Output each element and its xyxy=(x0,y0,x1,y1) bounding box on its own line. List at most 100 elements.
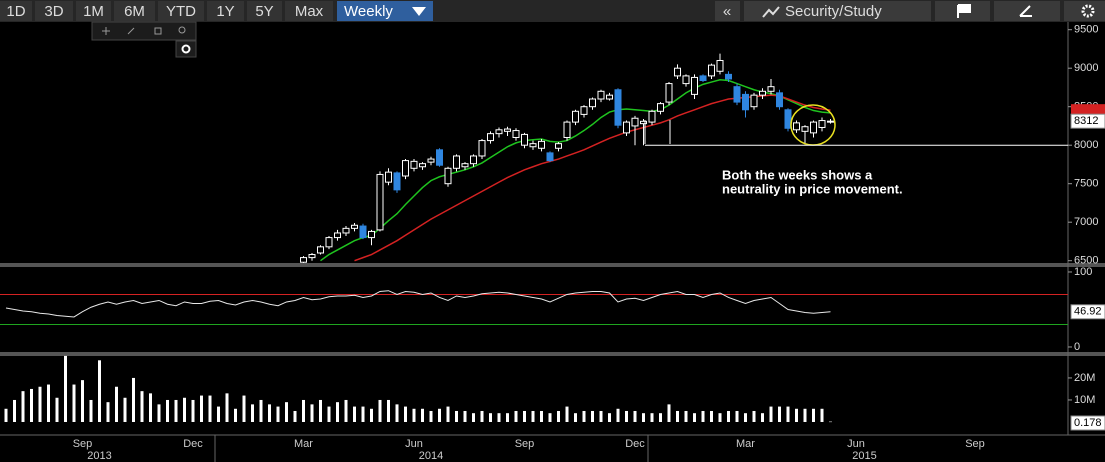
volume-bar xyxy=(608,413,611,422)
range-button[interactable] xyxy=(0,1,32,21)
y-tick-label: 9500 xyxy=(1074,24,1098,36)
candle-body xyxy=(614,89,622,126)
candle-body xyxy=(385,171,392,183)
volume-bar xyxy=(710,410,713,422)
volume-bar xyxy=(81,380,84,422)
candle-body xyxy=(419,163,426,168)
volume-bar xyxy=(4,408,8,422)
x-tick-label: Sep xyxy=(73,438,93,450)
candle-body xyxy=(716,59,724,72)
settings-icon xyxy=(1081,4,1095,18)
y-tick-label: 100 xyxy=(1074,266,1092,278)
last-price-box xyxy=(1070,113,1105,129)
y-tick-label: 9000 xyxy=(1074,62,1098,74)
candle-body xyxy=(733,86,741,103)
volume-bar xyxy=(463,410,467,422)
year-label: 2015 xyxy=(852,450,876,462)
volume-bar xyxy=(395,404,399,422)
edit-button[interactable] xyxy=(994,1,1060,21)
year-label: 2013 xyxy=(87,450,111,462)
panel-separator xyxy=(0,263,1105,267)
range-button[interactable] xyxy=(158,1,204,21)
range-label: 1M xyxy=(83,3,104,20)
volume-bar xyxy=(676,410,679,422)
annotation: Both the weeks shows a xyxy=(722,167,873,182)
candle-body xyxy=(801,126,809,132)
candle-body xyxy=(529,143,537,148)
volume-bar xyxy=(421,408,424,422)
volume-bar xyxy=(531,410,535,422)
candle-body xyxy=(699,75,707,82)
x-tick-label: Jun xyxy=(405,438,423,450)
volume-bar xyxy=(761,413,764,422)
range-label: 1Y xyxy=(216,3,234,20)
volume-bar xyxy=(166,399,169,422)
y-tick-label: 6500 xyxy=(1074,255,1098,267)
volume-bar xyxy=(106,402,110,422)
candle-body xyxy=(725,73,732,80)
candle-body xyxy=(563,121,571,138)
candle-body xyxy=(640,120,647,125)
last-value-box xyxy=(1070,304,1105,320)
range-button[interactable] xyxy=(285,1,333,21)
volume-bar xyxy=(574,413,577,422)
y-tick-label: 10M xyxy=(1074,394,1095,406)
volume-bar xyxy=(47,384,50,422)
volume-bar xyxy=(361,406,365,422)
volume-bar xyxy=(157,404,161,422)
y-tick-label: 7000 xyxy=(1074,216,1098,228)
candle-body xyxy=(631,117,639,127)
volume-bar xyxy=(191,399,195,422)
range-button[interactable] xyxy=(35,1,73,21)
candle-body xyxy=(410,160,418,169)
candle-body xyxy=(555,143,562,149)
candle-body xyxy=(691,76,698,95)
range-button[interactable] xyxy=(207,1,244,21)
candle-body xyxy=(776,92,783,108)
range-button[interactable] xyxy=(76,1,111,21)
range-button[interactable] xyxy=(114,1,155,21)
last-ma-marker xyxy=(1071,104,1105,117)
volume-bar xyxy=(786,406,790,422)
volume-bar xyxy=(72,384,76,422)
back-button[interactable] xyxy=(715,1,740,21)
volume-bar xyxy=(829,421,832,423)
volume-bar xyxy=(293,410,297,422)
study-button[interactable] xyxy=(744,1,931,21)
volume-bar xyxy=(217,406,220,422)
period-button[interactable] xyxy=(337,1,433,21)
study-icon xyxy=(762,6,780,18)
candle-body xyxy=(767,86,775,92)
x-tick-label: Dec xyxy=(183,438,203,450)
candle-body xyxy=(784,109,792,129)
moving-average xyxy=(320,78,831,262)
volume-bar xyxy=(582,410,586,422)
year-label: 2014 xyxy=(419,450,443,462)
candle-body xyxy=(589,98,596,108)
x-tick-label: Dec xyxy=(625,438,645,450)
volume-bar xyxy=(123,397,127,422)
candle-body xyxy=(759,90,766,96)
volume-bar xyxy=(174,399,178,422)
volume-bar xyxy=(812,408,815,422)
candle-body xyxy=(308,254,316,259)
volume-bar xyxy=(336,402,339,422)
x-tick-label: Jun xyxy=(847,438,865,450)
candle-body xyxy=(342,227,350,234)
volume-bar xyxy=(446,406,450,422)
volume-bar xyxy=(438,408,441,422)
volume-bar xyxy=(404,406,407,422)
y-tick-label: 8000 xyxy=(1074,139,1098,151)
candle-body xyxy=(708,64,715,77)
x-tick-label: Sep xyxy=(515,438,535,450)
volume-bar xyxy=(693,413,696,422)
candle-body xyxy=(325,237,333,248)
range-button[interactable] xyxy=(247,1,282,21)
volume-bar xyxy=(633,410,637,422)
tool-button[interactable] xyxy=(175,40,197,58)
y-tick-label: 0 xyxy=(1074,341,1080,353)
volume-bar xyxy=(38,386,42,422)
back-label: « xyxy=(723,3,731,20)
tool-icon xyxy=(181,44,191,54)
